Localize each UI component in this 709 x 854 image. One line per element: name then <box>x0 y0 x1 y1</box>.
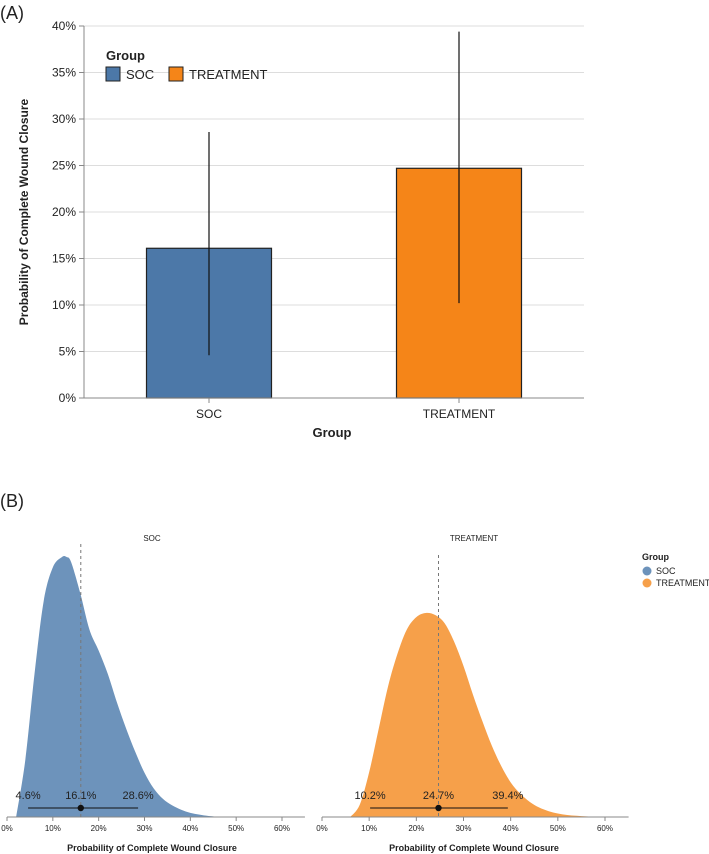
median-dot-soc <box>77 804 84 812</box>
interval-high-label-soc: 28.6% <box>122 790 153 802</box>
panel-a-x-axis-title: Group <box>313 425 352 440</box>
panel-b-legend-title: Group <box>642 552 669 562</box>
legend-swatch-treatment <box>168 66 184 82</box>
facet-title-treatment: TREATMENT <box>450 534 498 543</box>
panel-a-x-ticks: SOC TREATMENT <box>196 398 496 421</box>
panel-a-error-bars <box>208 31 460 356</box>
interval-low-label-soc: 4.6% <box>16 790 41 802</box>
panel-a-legend-title: Group <box>106 48 145 63</box>
legend-dot-soc <box>642 566 652 576</box>
y-tick-label: 10% <box>52 298 76 312</box>
facet-x-tick-label: 20% <box>408 824 424 833</box>
y-tick-label: 40% <box>52 19 76 33</box>
interval-low-label-treatment: 10.2% <box>355 790 386 802</box>
interval-median-label-treatment: 24.7% <box>423 790 454 802</box>
facet-x-tick-label: 30% <box>455 824 471 833</box>
facet-x-tick-label: 20% <box>91 824 107 833</box>
facet-soc: 0% 10% 20% 30% 40% 50% 60% 4.6% 16.1% 28.6% <box>1 544 305 833</box>
legend-label-treatment: TREATMENT <box>189 67 268 82</box>
panel-b-legend-label-soc: SOC <box>656 566 676 576</box>
y-tick-label: 0% <box>59 391 77 405</box>
density-area-soc <box>16 555 223 817</box>
legend-label-soc: SOC <box>126 67 154 82</box>
panel-a-legend: Group SOC TREATMENT <box>105 48 268 82</box>
x-tick-label-treatment: TREATMENT <box>423 407 496 421</box>
facet-x-tick-label: 10% <box>45 824 61 833</box>
density-area-treatment <box>350 612 605 817</box>
facet-treatment: 0% 10% 20% 30% 40% 50% 60% 10.2% 24.7% 39.4% <box>316 555 629 833</box>
facet-x-tick-label: 60% <box>274 824 290 833</box>
facet-x-tick-label: 30% <box>136 824 152 833</box>
panel-a-y-axis-title: Probability of Complete Wound Closure <box>17 98 31 325</box>
panel-a-label: (A) <box>0 3 24 23</box>
facet-x-tick-label: 50% <box>228 824 244 833</box>
y-tick-label: 20% <box>52 205 76 219</box>
median-dot-treatment <box>435 804 442 812</box>
legend-dot-treatment <box>642 578 652 588</box>
facet-x-tick-label: 60% <box>597 824 613 833</box>
y-tick-label: 25% <box>52 159 76 173</box>
facet-x-tick-label: 0% <box>1 824 13 833</box>
facet-x-tick-label: 10% <box>361 824 377 833</box>
panel-b-legend-label-treatment: TREATMENT <box>656 578 709 588</box>
x-tick-label-soc: SOC <box>196 407 222 421</box>
legend-swatch-soc <box>105 66 121 82</box>
facet-treatment-x-axis-title: Probability of Complete Wound Closure <box>389 843 559 853</box>
facet-title-soc: SOC <box>143 534 161 543</box>
y-tick-label: 5% <box>59 345 77 359</box>
interval-median-label-soc: 16.1% <box>65 790 96 802</box>
interval-high-label-treatment: 39.4% <box>492 790 523 802</box>
y-tick-label: 35% <box>52 66 76 80</box>
panel-b-label: (B) <box>0 491 24 511</box>
facet-soc-x-axis-title: Probability of Complete Wound Closure <box>67 843 237 853</box>
facet-x-tick-label: 40% <box>182 824 198 833</box>
facet-x-tick-label: 0% <box>316 824 328 833</box>
panel-a-y-ticks: 0% 5% 10% 15% 20% 25% 30% 35% 40% <box>52 19 84 405</box>
facet-x-tick-label: 40% <box>503 824 519 833</box>
panel-b-legend: Group SOC TREATMENT <box>642 552 709 588</box>
facet-x-tick-label: 50% <box>550 824 566 833</box>
y-tick-label: 30% <box>52 112 76 126</box>
y-tick-label: 15% <box>52 252 76 266</box>
panel-a-bars <box>145 167 523 399</box>
